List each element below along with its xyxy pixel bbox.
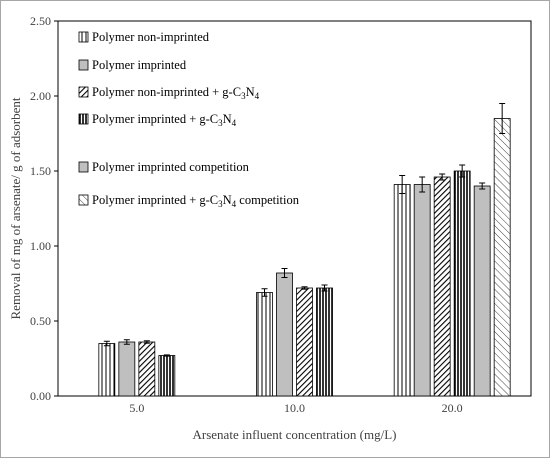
bar-pic [473,185,491,397]
legend-label-part: Polymer imprinted + g-C [92,193,218,207]
legend-label-pi: Polymer imprinted [92,58,187,72]
bar-pnig [138,341,156,397]
legend-label-part: Polymer non-imprinted [92,30,210,44]
legend-label-part: 3 [218,118,223,128]
legend-swatch-pnig [78,86,89,98]
legend-label-pic: Polymer imprinted competition [92,160,250,174]
y-tick-label: 0.50 [30,314,51,328]
legend-swatch-pic [78,161,89,173]
y-tick-label: 1.50 [30,164,51,178]
bar-pig [158,355,176,397]
y-tick-label: 1.00 [30,239,51,253]
x-tick-label: 20.0 [442,401,463,415]
legend-label-part: 4 [232,199,237,209]
bars [98,103,511,397]
x-axis-label: Arsenate influent concentration (mg/L) [193,427,397,442]
bar-pnig [296,287,313,397]
bar-pig [453,170,471,397]
plot-area-frame [57,20,532,397]
legend-label-part: N [246,85,255,99]
legend-label-part: Polymer imprinted [92,58,187,72]
y-axis-label: Removal of mg of arsenate/ g of adsorben… [8,97,23,319]
legend-label-pnig: Polymer non-imprinted + g-C3N4 [92,85,260,101]
axes: 0.00 0.50 1.00 1.50 2.00 2.50 5.0 10.0 20.0 Arsen… [8,14,532,442]
legend-swatch-pigc [78,194,89,206]
bar-pni [256,292,273,397]
legend-swatch-pig [78,113,89,125]
legend-swatch-pni [78,31,89,43]
legend-label-part: 3 [218,199,223,209]
bar-pni [393,184,411,397]
legend: Polymer non-imprinted Polymer imprinted Po… [78,30,300,209]
legend-label-part: N [223,193,232,207]
legend-label-part: Polymer non-imprinted + g-C [92,85,241,99]
y-tick-label: 2.50 [30,14,51,28]
legend-label-part: 4 [232,118,237,128]
bar-pi [276,272,293,397]
bar-pi [118,341,136,397]
legend-label-part: competition [236,193,300,207]
legend-label-part: 4 [255,91,260,101]
bar-pnig [433,176,451,397]
legend-swatch-pi [78,59,89,71]
legend-label-pigc: Polymer imprinted + g-C3N4 competition [92,193,300,209]
x-tick-label: 5.0 [129,401,144,415]
bar-pi [413,184,431,397]
bar-pni [98,343,116,397]
legend-label-part: 3 [241,91,246,101]
bar-pig [316,287,333,397]
legend-label-pig: Polymer imprinted + g-C3N4 [92,112,237,128]
legend-label-pni: Polymer non-imprinted [92,30,210,44]
legend-label-part: Polymer imprinted + g-C [92,112,218,126]
y-tick-label: 0.00 [30,389,51,403]
legend-label-part: Polymer imprinted competition [92,160,250,174]
bar-pigc [493,118,511,397]
legend-label-part: N [223,112,232,126]
y-tick-label: 2.00 [30,89,51,103]
x-tick-label: 10.0 [284,401,305,415]
